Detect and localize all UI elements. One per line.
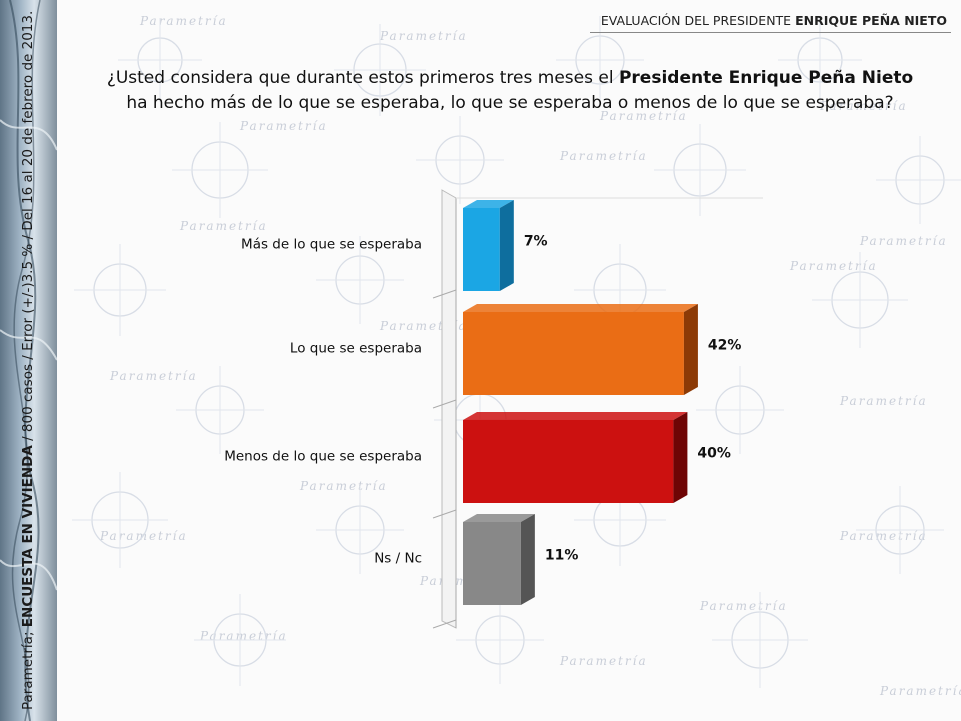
- left-decorative-strip: [0, 0, 57, 721]
- bar-group: [463, 412, 688, 503]
- watermark-text: Parametría: [559, 654, 648, 668]
- category-label: Lo que se esperaba: [290, 341, 422, 357]
- watermark-text: Parametría: [559, 149, 648, 163]
- bar: [463, 420, 674, 503]
- left-strip-texture: [0, 0, 57, 721]
- value-label: 40%: [697, 446, 731, 462]
- watermark-text: Parametría: [299, 479, 388, 493]
- bar-group: [463, 200, 514, 291]
- header-title: EVALUACIÓN DEL PRESIDENTE ENRIQUE PEÑA N…: [601, 13, 947, 28]
- watermark-text: Parametría: [109, 369, 198, 383]
- question-part1: ¿Usted considera que durante estos prime…: [106, 68, 619, 88]
- watermark-text: Parametría: [139, 14, 228, 28]
- category-tick: [432, 289, 457, 299]
- watermark-text: Parametría: [599, 109, 688, 123]
- bar: [463, 208, 500, 291]
- category-label: Ns / Nc: [374, 551, 422, 567]
- watermark-text: Parametría: [859, 234, 948, 248]
- category-tick: [432, 509, 457, 519]
- question-text: ¿Usted considera que durante estos prime…: [95, 66, 925, 116]
- watermark-text: Parametría: [839, 529, 928, 543]
- bar-top-face: [463, 200, 514, 208]
- bar-group: [463, 304, 698, 395]
- value-label: 7%: [524, 234, 548, 250]
- bar-top-face: [463, 412, 688, 420]
- watermark-text: Parametría: [789, 259, 878, 273]
- category-tick: [432, 399, 457, 409]
- watermark-text: Parametría: [879, 684, 961, 698]
- bar: [463, 522, 521, 605]
- bar: [463, 312, 684, 395]
- watermark-text: Parametría: [379, 29, 468, 43]
- bar-side-face: [673, 412, 688, 503]
- category-label: Menos de lo que se esperaba: [224, 449, 422, 465]
- bar-top-face: [463, 514, 535, 522]
- question-part2: ha hecho más de lo que se esperaba, lo q…: [126, 93, 894, 113]
- bar-group: [463, 514, 535, 605]
- watermark-text: Parametría: [819, 99, 908, 113]
- watermark-text: Parametría: [699, 599, 788, 613]
- bar-side-face: [520, 514, 535, 605]
- bar-top-face: [463, 304, 698, 312]
- watermark-text: Parametría: [839, 394, 928, 408]
- chart-back-wall: [441, 189, 457, 629]
- watermark-text: Parametría: [179, 219, 268, 233]
- value-label: 42%: [708, 338, 742, 354]
- bar-side-face: [499, 200, 514, 291]
- header-title-prefix: EVALUACIÓN DEL PRESIDENTE: [600, 13, 796, 28]
- question-bold: Presidente Enrique Peña Nieto: [618, 68, 914, 88]
- header-title-bold: ENRIQUE PEÑA NIETO: [795, 13, 947, 28]
- watermark-text: Parametría: [239, 119, 328, 133]
- category-tick: [432, 619, 457, 629]
- category-label: Más de lo que se esperaba: [241, 237, 422, 253]
- value-label: 11%: [545, 548, 579, 564]
- header-divider: [590, 32, 951, 33]
- bar-side-face: [683, 304, 698, 395]
